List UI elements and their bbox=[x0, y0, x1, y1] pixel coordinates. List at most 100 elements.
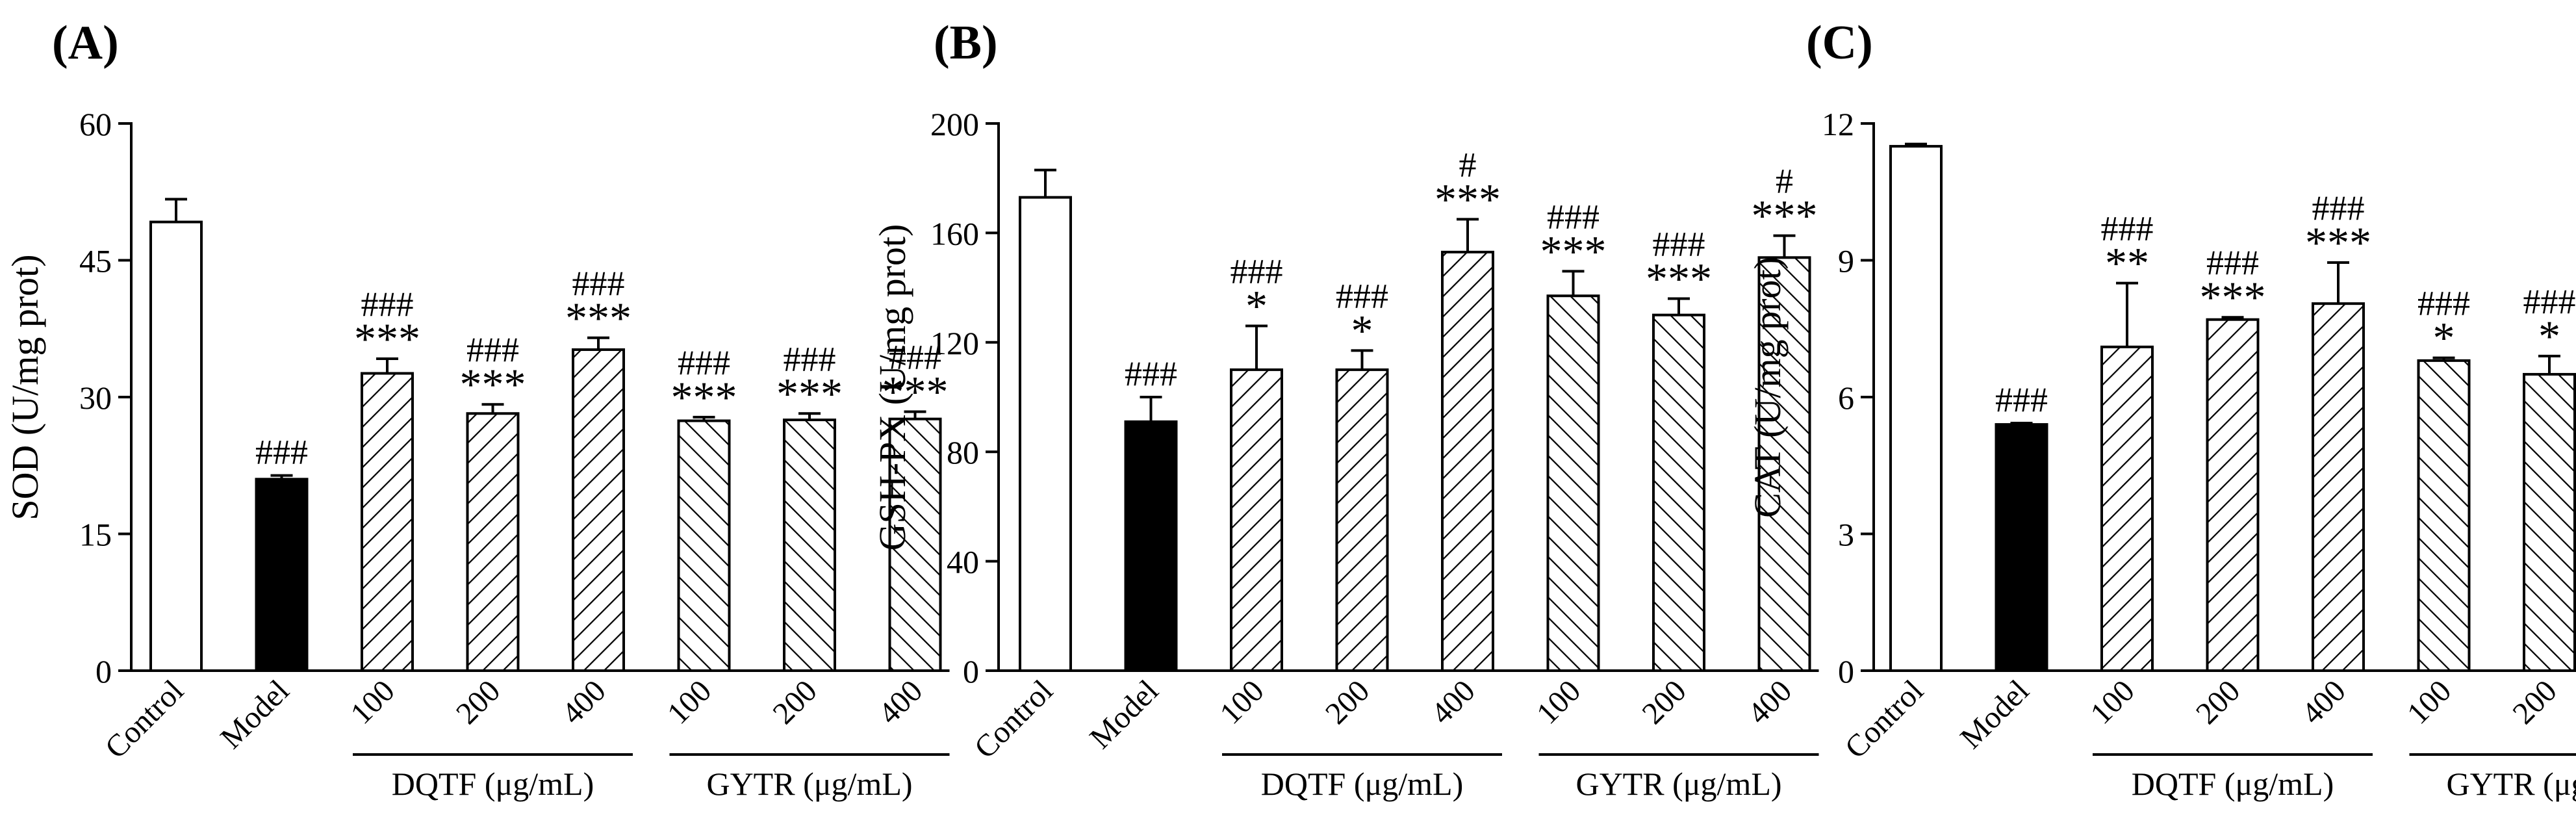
significance-hash: ### bbox=[255, 433, 308, 472]
bar bbox=[255, 478, 309, 672]
y-tick-label: 80 bbox=[947, 434, 979, 471]
significance-hash: ### bbox=[2206, 243, 2259, 282]
category-labels: Control Model 100 200 400 100 200 400 bbox=[99, 673, 930, 765]
significance-marks: ###***###***###***###***###***###***### bbox=[255, 264, 949, 472]
group-labels: DQTF (μg/mL) GYTR (μg/mL) bbox=[1222, 753, 1819, 802]
significance-star: *** bbox=[776, 368, 843, 418]
y-ticks: 0 3 6 9 12 bbox=[1822, 106, 1874, 690]
y-tick-label: 12 bbox=[1822, 106, 1854, 142]
category-label: Model bbox=[1954, 673, 2035, 755]
significance-star: *** bbox=[354, 314, 420, 363]
significance-star: *** bbox=[882, 367, 949, 416]
category-label: 200 bbox=[450, 673, 507, 730]
significance-hash: ### bbox=[1995, 380, 2048, 419]
y-tick-label: 9 bbox=[1838, 243, 1854, 279]
significance-hash: ### bbox=[889, 337, 941, 376]
bar bbox=[1335, 368, 1389, 673]
category-label: 200 bbox=[1635, 673, 1692, 730]
y-tick-label: 0 bbox=[96, 653, 112, 690]
significance-star: *** bbox=[2305, 218, 2371, 267]
panel-label: (C) bbox=[1806, 16, 1873, 70]
bar bbox=[1230, 368, 1283, 673]
significance-hash: ### bbox=[678, 343, 730, 382]
significance-hash: ### bbox=[2101, 209, 2154, 248]
significance-hash: ### bbox=[2417, 284, 2470, 323]
y-tick-label: 40 bbox=[947, 544, 979, 580]
significance-star: *** bbox=[1435, 174, 1501, 224]
bar bbox=[1124, 420, 1178, 672]
y-tick-label: 160 bbox=[930, 215, 979, 252]
category-label: 400 bbox=[872, 673, 929, 730]
panel-label: (B) bbox=[934, 16, 998, 70]
category-label: 100 bbox=[2401, 673, 2458, 730]
bar bbox=[2417, 359, 2471, 672]
y-tick-label: 30 bbox=[79, 380, 112, 416]
bars bbox=[149, 220, 942, 673]
bar bbox=[1019, 196, 1072, 673]
panel-label: (A) bbox=[52, 16, 119, 70]
significance-star: * bbox=[1245, 281, 1268, 331]
bar bbox=[1889, 145, 1943, 673]
group-label: GYTR (μg/mL) bbox=[2446, 766, 2576, 802]
category-label: 100 bbox=[1530, 673, 1587, 730]
significance-hash: ### bbox=[1125, 354, 1177, 393]
group-labels: DQTF (μg/mL) GYTR (μg/mL) bbox=[353, 753, 950, 802]
category-label: 100 bbox=[344, 673, 401, 730]
category-label: Control bbox=[99, 673, 190, 765]
significance-hash: ### bbox=[784, 339, 836, 378]
category-label: 400 bbox=[555, 673, 612, 730]
group-labels: DQTF (μg/mL) GYTR (μg/mL) bbox=[2093, 753, 2576, 802]
category-label: 100 bbox=[661, 673, 718, 730]
y-axis-title: CAT (U/mg prot) bbox=[1746, 257, 1789, 518]
y-tick-label: 120 bbox=[930, 325, 979, 361]
significance-hash: # bbox=[1459, 145, 1477, 184]
bar bbox=[1546, 294, 1600, 673]
significance-hash: ### bbox=[1336, 276, 1388, 315]
category-label: Model bbox=[214, 673, 296, 755]
category-label: 100 bbox=[1213, 673, 1270, 730]
bar bbox=[783, 419, 836, 672]
significance-star: *** bbox=[565, 293, 631, 342]
significance-star: *** bbox=[671, 372, 737, 422]
bar bbox=[2206, 318, 2260, 672]
y-axis-title: GSH-PX (U/mg prot) bbox=[871, 224, 913, 551]
y-tick-label: 60 bbox=[79, 106, 112, 142]
error-bars bbox=[165, 198, 926, 480]
error-bars bbox=[1905, 142, 2560, 425]
category-label: 200 bbox=[1319, 673, 1376, 730]
error-bars bbox=[1034, 168, 1796, 422]
significance-hash: ### bbox=[1547, 197, 1600, 236]
significance-star: ** bbox=[2105, 239, 2149, 288]
group-label: DQTF (μg/mL) bbox=[2132, 766, 2334, 802]
bar bbox=[1995, 423, 2048, 672]
category-label: 100 bbox=[2084, 673, 2141, 730]
y-tick-label: 6 bbox=[1838, 380, 1854, 416]
group-label: GYTR (μg/mL) bbox=[706, 766, 912, 802]
category-label: 400 bbox=[1741, 673, 1798, 730]
bar bbox=[572, 348, 625, 672]
significance-star: *** bbox=[460, 359, 526, 409]
significance-hash: ### bbox=[572, 264, 625, 303]
bar bbox=[361, 372, 414, 672]
category-label: Control bbox=[968, 673, 1060, 765]
significance-star: *** bbox=[1646, 253, 1712, 303]
category-label: 200 bbox=[2506, 673, 2563, 730]
significance-hash: # bbox=[1776, 162, 1793, 201]
significance-hash: ### bbox=[1231, 252, 1283, 291]
significance-star: * bbox=[2538, 311, 2560, 361]
bar bbox=[466, 412, 520, 672]
significance-hash: ### bbox=[361, 285, 414, 324]
y-tick-label: 0 bbox=[1838, 653, 1854, 690]
bars bbox=[1889, 145, 2576, 673]
category-label: Model bbox=[1083, 673, 1165, 755]
bar bbox=[888, 417, 942, 672]
significance-hash: ### bbox=[2523, 282, 2576, 321]
significance-hash: ### bbox=[466, 330, 519, 369]
group-label: DQTF (μg/mL) bbox=[1261, 766, 1464, 802]
significance-star: * bbox=[2433, 313, 2455, 363]
significance-hash: ### bbox=[2312, 188, 2365, 227]
bar bbox=[2312, 302, 2365, 672]
